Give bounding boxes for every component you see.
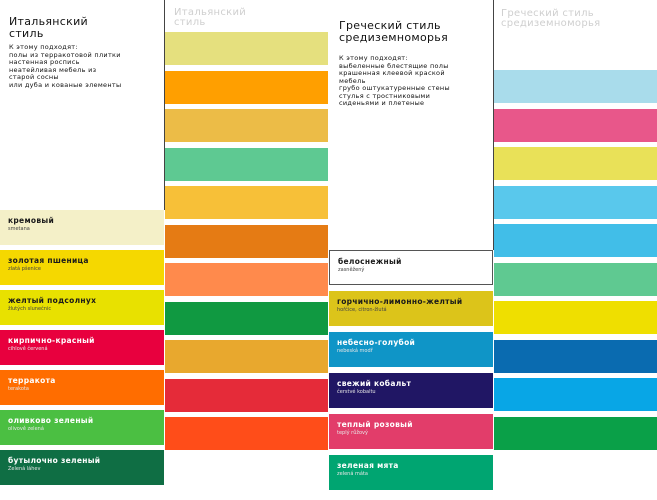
greek-column-swatch [494,339,657,373]
italian-ghost-title: Итальянский стиль [174,7,247,28]
greek-swatch-name: горчично-лимонно-желтый [337,297,463,306]
italian-swatch-subtitle: žlutých slunečnic [8,306,52,312]
italian-swatch-name: оливково зеленый [8,416,94,425]
greek-swatch: теплый розовый teplý růžový [329,414,493,449]
italian-swatch-subtitle: zlatá pšenice [8,266,41,272]
italian-swatch-subtitle: cihlově červená [8,346,48,352]
greek-column-swatch [494,262,657,296]
greek-intro: К этому подходят: выбеленные блестящие п… [339,54,450,107]
italian-swatch-subtitle: Zelená láhev [8,466,41,472]
greek-column-swatch [494,301,657,334]
italian-swatch-subtitle: smetana [8,226,30,232]
italian-swatch: золотая пшеница zlatá pšenice [0,250,164,285]
greek-swatch-subtitle: teplý růžový [337,430,368,436]
greek-swatch: зеленая мята zelená máta [329,455,493,490]
greek-column-swatch [494,70,657,103]
italian-swatch-name: золотая пшеница [8,256,89,265]
italian-column-swatch [165,340,328,373]
greek-swatch-name: теплый розовый [337,420,413,429]
greek-swatch-subtitle: čerstvé kobaltu [337,389,376,395]
italian-column-swatch [165,109,328,142]
greek-title: Греческий стиль средиземноморья [339,19,448,44]
italian-column-swatch [165,147,328,181]
italian-swatch-name: кирпично-красный [8,336,95,345]
italian-swatch: оливково зеленый olivově zelená [0,410,164,445]
italian-column-swatch [165,70,328,104]
greek-swatch: свежий кобальт čerstvé kobaltu [329,373,493,408]
greek-swatch-name: зеленая мята [337,461,399,470]
italian-swatch-name: терракота [8,376,56,385]
italian-intro: К этому подходят: полы из терракотовой п… [9,43,122,89]
italian-column-swatch [165,301,328,335]
greek-column-swatch [494,147,657,180]
greek-swatch-subtitle: zasněžený [338,267,365,273]
italian-column-swatch [165,224,328,258]
italian-swatch: желтый подсолнух žlutých slunečnic [0,290,164,325]
italian-swatch: кремовый smetana [0,210,164,245]
italian-column-swatch [165,263,328,296]
italian-column-swatch [165,186,328,219]
italian-swatch-name: желтый подсолнух [8,296,97,305]
italian-swatch: бутылочно зеленый Zelená láhev [0,450,164,485]
greek-swatch: небесно-голубой nebeská modř [329,332,493,367]
greek-swatch: горчично-лимонно-желтый hořčice, citron-ž… [329,291,493,326]
italian-swatch: терракота terakota [0,370,164,405]
greek-swatch: белоснежный zasněžený [329,250,493,285]
greek-column-swatch [494,185,657,219]
italian-swatch-subtitle: terakota [8,386,29,392]
italian-column-swatch [165,417,328,450]
italian-description-panel: Итальянский стиль К этому подходят: полы… [0,0,165,210]
italian-column-swatch [165,32,328,65]
greek-swatch-name: небесно-голубой [337,338,416,347]
greek-ghost-title: Греческий стиль средиземноморья [501,8,601,29]
italian-swatch-name: кремовый [8,216,55,225]
italian-swatch-name: бутылочно зеленый [8,456,101,465]
italian-swatch: кирпично-красный cihlově červená [0,330,164,365]
italian-color-column: Итальянский стиль [164,0,328,500]
italian-column-swatch [165,378,328,412]
greek-swatch-subtitle: nebeská modř [337,348,373,354]
greek-column-swatch [494,378,657,411]
greek-column-swatch [494,416,657,450]
greek-swatch-name: белоснежный [338,257,402,266]
greek-swatch-subtitle: zelená máta [337,471,368,477]
italian-swatch-subtitle: olivově zelená [8,426,44,432]
greek-column-swatch [494,224,657,257]
greek-column-swatch [494,108,657,142]
greek-swatch-subtitle: hořčice, citron-žlutá [337,307,387,313]
greek-color-column: Греческий стиль средиземноморья [493,0,657,500]
greek-description-panel: Греческий стиль средиземноморья К этому … [328,0,494,250]
greek-swatch-name: свежий кобальт [337,379,412,388]
italian-title: Итальянский стиль [9,15,88,40]
